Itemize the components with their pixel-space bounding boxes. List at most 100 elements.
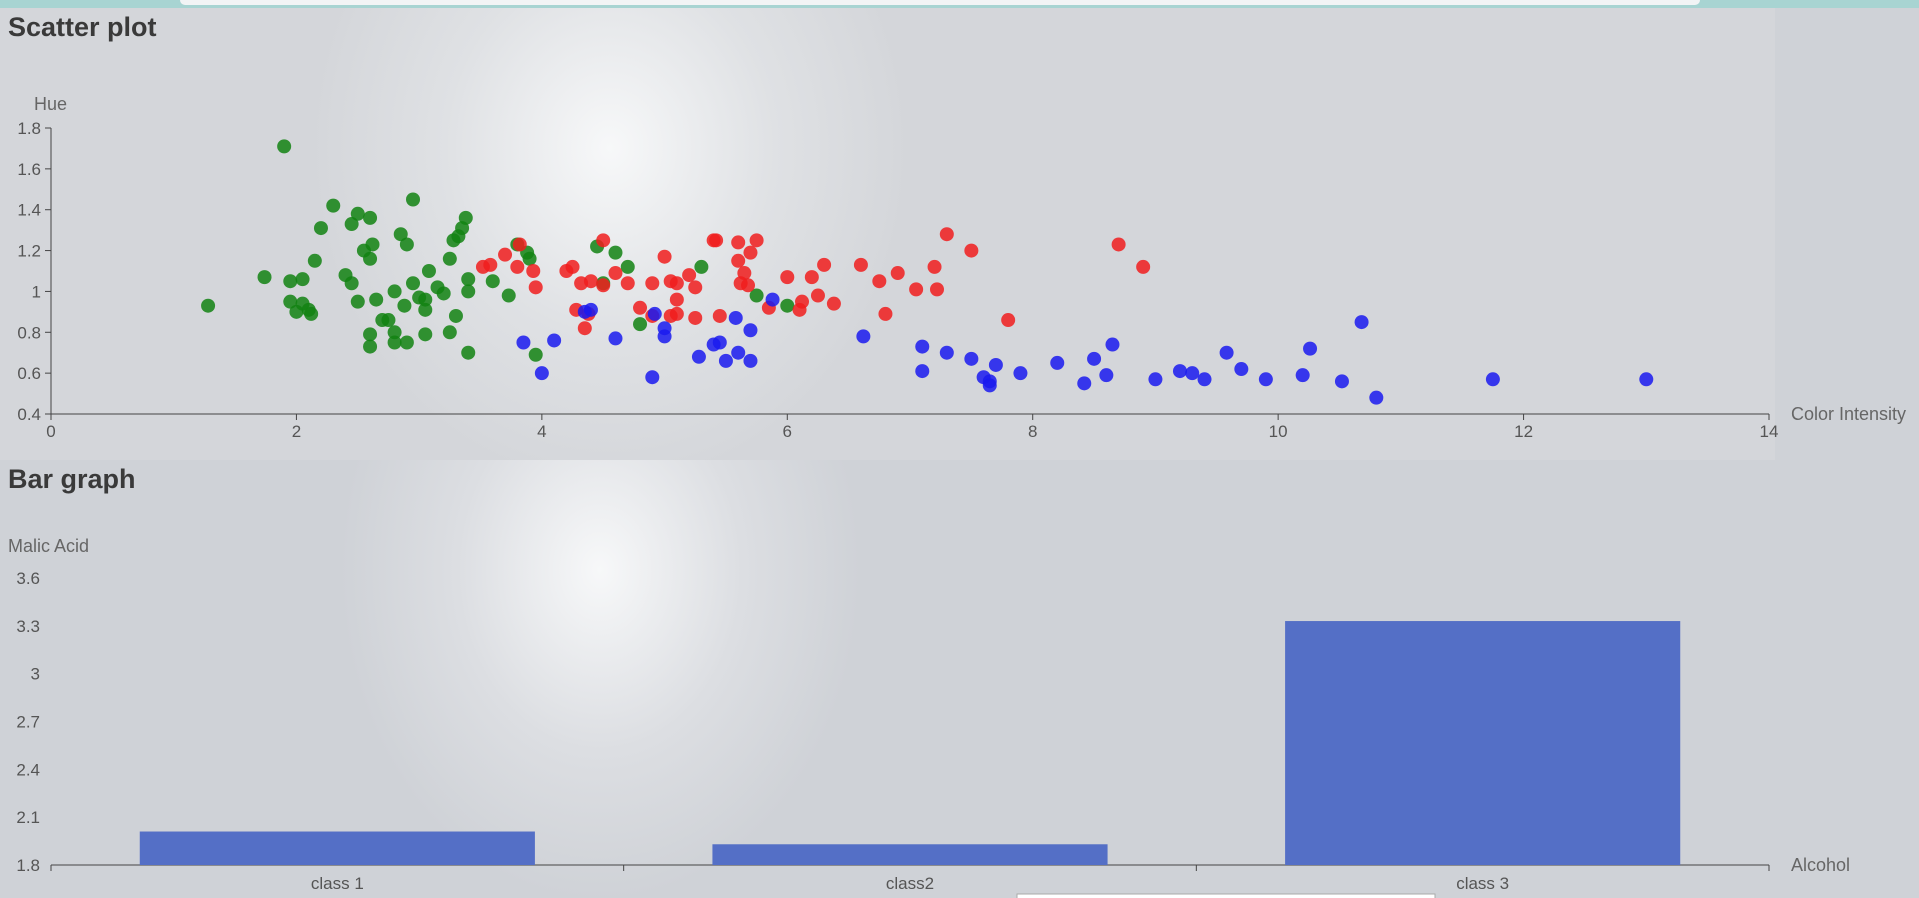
- scatter-point-series-3: [743, 353, 758, 368]
- y-tick-label: 2.7: [16, 713, 40, 732]
- scatter-point-series-1: [295, 272, 310, 287]
- scatter-point-series-3: [1013, 366, 1028, 381]
- x-tick-label: 12: [1514, 422, 1533, 441]
- scatter-point-series-2: [633, 300, 648, 315]
- x-tick-label: 8: [1028, 422, 1037, 441]
- scatter-title: Scatter plot: [8, 12, 157, 42]
- x-category-label: class 3: [1456, 874, 1509, 893]
- scatter-point-series-1: [620, 259, 635, 274]
- scatter-point-series-1: [458, 210, 473, 225]
- scatter-point-series-2: [1111, 237, 1126, 252]
- scatter-point-series-3: [1485, 372, 1500, 387]
- x-category-label: class2: [886, 874, 934, 893]
- scatter-point-series-2: [927, 259, 942, 274]
- scatter-point-series-2: [709, 233, 724, 248]
- scatter-point-series-3: [1087, 351, 1102, 366]
- scatter-point-series-2: [682, 268, 697, 283]
- scatter-point-series-2: [810, 288, 825, 303]
- scatter-point-series-2: [688, 280, 703, 295]
- scatter-point-series-2: [780, 270, 795, 285]
- scatter-point-series-1: [350, 294, 365, 309]
- y-tick-label: 1.8: [16, 856, 40, 875]
- scatter-point-series-1: [780, 298, 795, 313]
- scatter-point-series-2: [528, 280, 543, 295]
- scatter-point-series-1: [363, 251, 378, 266]
- bar-2: [712, 844, 1108, 865]
- scatter-point-series-1: [501, 288, 516, 303]
- scatter-point-series-2: [741, 278, 756, 293]
- bar-chart: 1.8 2.1 2.4 2.7 3 3.3 3.6 class 1 class2 class 3 M…: [8, 536, 1850, 898]
- scatter-point-series-3: [712, 335, 727, 350]
- scatter-point-series-3: [1185, 366, 1200, 381]
- scatter-point-series-1: [307, 253, 322, 268]
- bottom-overlay-box: [1016, 893, 1436, 898]
- y-tick-label: 3: [31, 665, 40, 684]
- scatter-point-series-1: [448, 308, 463, 323]
- scatter-point-series-3: [534, 366, 549, 381]
- scatter-point-series-1: [363, 210, 378, 225]
- scatter-point-series-2: [731, 235, 746, 250]
- scatter-point-series-1: [442, 251, 457, 266]
- scatter-point-series-1: [387, 325, 402, 340]
- scatter-point-series-1: [326, 198, 341, 213]
- scatter-point-series-2: [804, 270, 819, 285]
- scatter-point-series-3: [1369, 390, 1384, 405]
- scatter-point-series-2: [743, 245, 758, 260]
- scatter-chart: 0 2 4 6 8 10 12 14 0.4 0.6 0.8 1 1.2 1.4 1.6 1.8 Hue Colo…: [17, 94, 1906, 441]
- y-tick-label: 3.6: [16, 569, 40, 588]
- scatter-point-series-3: [1234, 362, 1249, 377]
- x-tick-label: 0: [46, 422, 55, 441]
- scatter-point-series-2: [1001, 313, 1016, 328]
- scatter-point-series-1: [421, 264, 436, 278]
- scatter-point-series-1: [399, 335, 414, 350]
- scatter-point-series-3: [608, 331, 623, 346]
- y-tick-label: 0.8: [17, 323, 41, 342]
- scatter-point-series-1: [387, 284, 402, 299]
- scatter-point-series-2: [669, 292, 684, 307]
- scatter-point-series-3: [1099, 368, 1114, 383]
- scatter-point-series-2: [688, 310, 703, 325]
- y-tick-label: 1.6: [17, 160, 41, 179]
- scatter-point-series-1: [418, 292, 433, 307]
- scatter-point-series-3: [731, 345, 746, 360]
- bar-3: [1285, 621, 1681, 865]
- scatter-point-series-3: [645, 370, 660, 385]
- y-tick-label: 1.8: [17, 119, 41, 138]
- scatter-point-series-3: [982, 378, 997, 393]
- y-tick-label: 2.1: [16, 808, 40, 827]
- scatter-point-series-1: [344, 217, 359, 232]
- scatter-point-series-2: [669, 276, 684, 291]
- scatter-point-series-3: [915, 339, 930, 354]
- y-tick-label: 3.3: [16, 617, 40, 636]
- scatter-point-series-1: [461, 284, 476, 299]
- scatter-point-series-2: [878, 306, 893, 321]
- scatter-point-series-2: [872, 274, 887, 289]
- scatter-point-series-3: [1334, 374, 1349, 389]
- scatter-point-series-2: [645, 276, 660, 291]
- scatter-point-series-3: [856, 329, 871, 344]
- scatter-point-series-3: [1077, 376, 1092, 391]
- scatter-point-series-3: [516, 335, 531, 350]
- scatter-point-series-1: [442, 325, 457, 340]
- scatter-point-series-3: [691, 349, 706, 364]
- scatter-point-series-1: [304, 306, 319, 321]
- scatter-point-series-3: [1148, 372, 1163, 387]
- scatter-point-series-1: [633, 317, 648, 332]
- scatter-point-series-2: [737, 266, 752, 281]
- scatter-point-series-2: [826, 296, 841, 311]
- scatter-point-series-3: [939, 345, 954, 360]
- x-tick-label: 10: [1269, 422, 1288, 441]
- scatter-point-series-1: [257, 270, 272, 285]
- scatter-point-series-1: [350, 206, 365, 221]
- bar-title: Bar graph: [8, 464, 136, 494]
- scatter-point-series-1: [344, 276, 359, 291]
- scatter-point-series-2: [498, 247, 513, 262]
- y-tick-label: 1: [32, 282, 41, 301]
- scatter-point-series-1: [522, 251, 537, 266]
- scatter-point-series-3: [728, 310, 743, 325]
- scatter-point-series-3: [1197, 372, 1212, 387]
- top-bar-pill: [180, 0, 1700, 5]
- scatter-point-series-2: [853, 257, 868, 272]
- scatter-point-series-3: [1219, 345, 1234, 360]
- scatter-point-series-1: [313, 221, 328, 236]
